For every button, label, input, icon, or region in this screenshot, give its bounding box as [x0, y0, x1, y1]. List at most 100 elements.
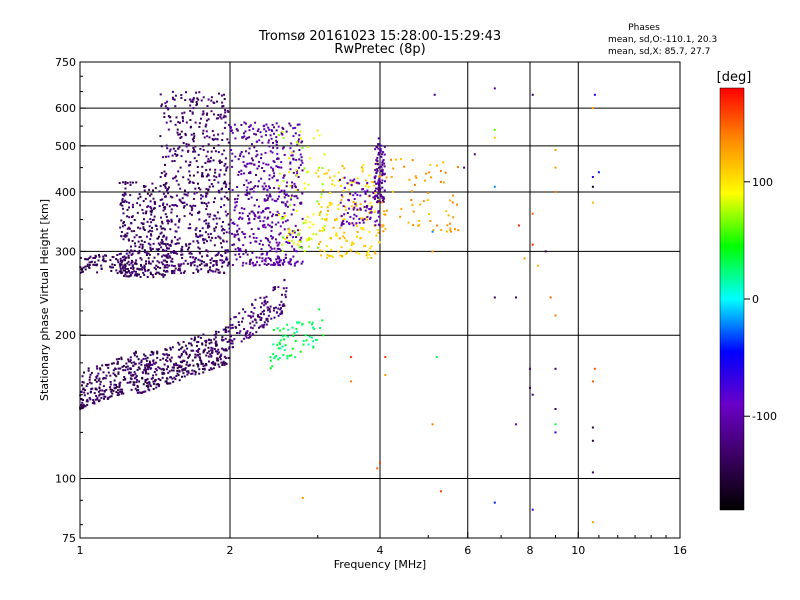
data-point [317, 202, 320, 205]
data-point [133, 270, 136, 273]
data-point [320, 193, 323, 196]
data-point [166, 360, 169, 363]
data-point [244, 165, 247, 168]
data-point [292, 171, 295, 174]
data-point [249, 181, 252, 184]
data-point [171, 90, 174, 93]
data-point [493, 136, 496, 139]
data-point [342, 177, 345, 179]
data-point [304, 219, 307, 222]
data-point [139, 227, 142, 230]
data-point [591, 176, 594, 178]
data-point [255, 256, 258, 259]
data-point [352, 194, 355, 197]
data-point [248, 261, 251, 263]
data-point [263, 304, 266, 307]
data-point [249, 331, 252, 334]
data-point [129, 356, 132, 359]
data-point [160, 227, 163, 230]
data-point [193, 338, 196, 341]
data-point [137, 358, 140, 361]
data-point [234, 198, 236, 201]
data-point [165, 249, 168, 252]
data-point [167, 128, 170, 131]
data-point [264, 226, 267, 229]
data-point [201, 227, 204, 230]
data-point [109, 388, 112, 391]
data-point [136, 267, 139, 270]
data-point [172, 270, 174, 273]
data-point [258, 205, 260, 208]
data-point [102, 257, 105, 260]
data-point [226, 138, 229, 141]
data-point [184, 160, 187, 163]
data-point [141, 376, 144, 379]
data-point [217, 144, 220, 147]
data-point [190, 349, 193, 352]
data-point [82, 381, 85, 384]
data-point [411, 159, 414, 162]
data-point [323, 225, 326, 228]
data-point [141, 243, 144, 246]
data-point [128, 275, 131, 278]
data-point [361, 188, 364, 190]
data-point [379, 187, 382, 190]
data-point [209, 266, 212, 269]
data-point [157, 253, 160, 256]
data-point [417, 224, 420, 227]
data-point [186, 347, 189, 350]
data-point [189, 212, 192, 215]
data-point [140, 239, 143, 242]
data-point [94, 388, 97, 391]
data-point [181, 368, 184, 371]
data-point [231, 342, 234, 345]
data-point [253, 213, 256, 216]
data-point [129, 380, 132, 383]
data-point [292, 208, 295, 211]
data-point [266, 189, 269, 192]
data-point [328, 201, 331, 204]
data-point [256, 198, 258, 201]
data-point [159, 135, 162, 138]
data-point [266, 306, 269, 309]
data-point [124, 233, 127, 236]
data-point [164, 206, 167, 209]
data-point [330, 203, 333, 206]
data-point [275, 122, 278, 125]
data-point [88, 264, 91, 266]
data-point [268, 178, 271, 181]
data-point [382, 158, 385, 161]
data-point [282, 216, 285, 219]
data-point [591, 426, 594, 429]
data-point [357, 208, 360, 211]
data-point [190, 344, 193, 347]
data-point [355, 215, 358, 218]
data-point [194, 121, 197, 124]
data-point [97, 390, 100, 393]
data-point [318, 212, 321, 215]
data-point [144, 268, 146, 271]
data-point [283, 260, 286, 263]
data-point [143, 267, 146, 270]
data-point [251, 303, 253, 306]
data-point [155, 383, 158, 386]
data-point [171, 154, 174, 157]
data-point [222, 328, 225, 331]
data-point [252, 236, 255, 239]
data-point [383, 213, 386, 216]
data-point [170, 270, 173, 272]
data-point [367, 250, 370, 253]
data-point [177, 183, 180, 186]
data-point [179, 360, 182, 363]
data-point [99, 368, 102, 371]
data-point [353, 206, 356, 209]
data-point [145, 212, 147, 215]
data-point [178, 121, 181, 124]
data-point [218, 159, 221, 162]
data-point [356, 181, 359, 184]
data-point [164, 266, 167, 269]
data-point [193, 157, 196, 160]
data-point [267, 262, 270, 265]
data-point [164, 254, 167, 257]
data-point [273, 187, 276, 189]
